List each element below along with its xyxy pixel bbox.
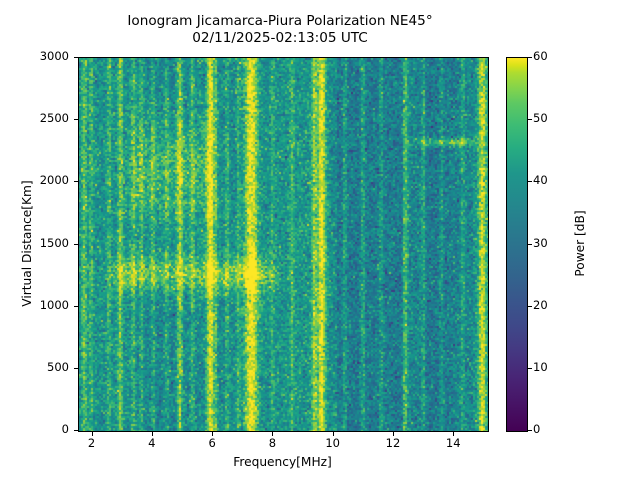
colorbar-tick-mark xyxy=(528,181,532,182)
x-tick-mark xyxy=(92,432,93,436)
x-tick-label: 10 xyxy=(325,436,340,450)
y-tick-label: 1000 xyxy=(39,297,69,312)
x-tick-label: 2 xyxy=(87,436,96,450)
colorbar-tick-mark xyxy=(528,368,532,369)
colorbar-tick-label: 20 xyxy=(533,297,548,312)
title-line-1: Ionogram Jicamarca-Piura Polarization NE… xyxy=(127,13,433,29)
y-tick-mark xyxy=(74,181,78,182)
x-tick-label: 14 xyxy=(445,436,461,450)
colorbar-tick-mark xyxy=(528,306,532,307)
y-tick-label: 500 xyxy=(47,359,69,374)
x-axis-label: Frequency[MHz] xyxy=(233,455,332,469)
colorbar-tick-mark xyxy=(528,244,532,245)
x-tick-mark xyxy=(212,432,213,436)
x-tick-label: 6 xyxy=(208,436,216,450)
y-tick-mark xyxy=(74,119,78,120)
colorbar-tick-label: 40 xyxy=(533,173,548,188)
y-tick-mark xyxy=(74,430,78,431)
x-tick-label: 8 xyxy=(268,436,277,450)
y-axis-label: Virtual Distance[Km] xyxy=(20,180,34,307)
y-tick-mark xyxy=(74,244,78,245)
x-tick-mark xyxy=(393,432,394,436)
colorbar-tick-label: 60 xyxy=(533,49,548,63)
colorbar-tick-label: 0 xyxy=(533,422,541,436)
colorbar-tick-mark xyxy=(528,430,532,431)
colorbar-tick-label: 10 xyxy=(533,359,548,374)
ionogram-heatmap xyxy=(79,58,488,431)
x-tick-mark xyxy=(152,432,153,436)
colorbar-tick-label: 30 xyxy=(533,235,548,250)
colorbar xyxy=(506,57,528,432)
figure-title: Ionogram Jicamarca-Piura Polarization NE… xyxy=(0,13,560,47)
x-tick-mark xyxy=(272,432,273,436)
y-tick-mark xyxy=(74,57,78,58)
x-tick-label: 4 xyxy=(148,436,156,450)
colorbar-tick-label: 50 xyxy=(533,111,548,126)
colorbar-tick-mark xyxy=(528,119,532,120)
y-tick-label: 2500 xyxy=(39,111,69,126)
plot-axes xyxy=(78,57,489,432)
x-tick-mark xyxy=(333,432,334,436)
y-tick-label: 2000 xyxy=(39,173,69,188)
colorbar-label: Power [dB] xyxy=(573,210,587,277)
colorbar-tick-mark xyxy=(528,57,532,58)
y-tick-label: 1500 xyxy=(39,235,69,250)
y-tick-mark xyxy=(74,306,78,307)
title-line-2: 02/11/2025-02:13:05 UTC xyxy=(192,30,368,46)
y-tick-label: 0 xyxy=(61,422,69,436)
y-tick-label: 3000 xyxy=(39,49,69,63)
x-tick-label: 12 xyxy=(385,436,401,450)
y-tick-mark xyxy=(74,368,78,369)
x-tick-mark xyxy=(453,432,454,436)
